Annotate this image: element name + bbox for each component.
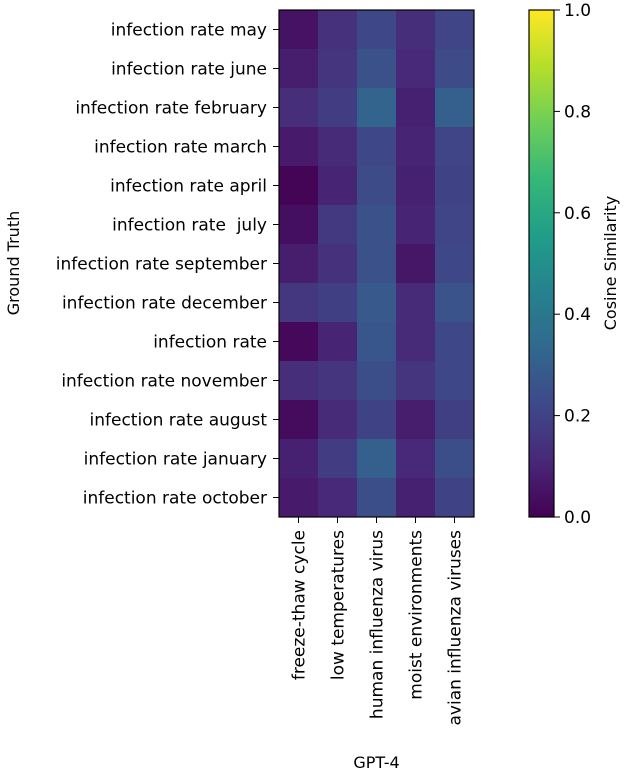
y-tick-label: infection rate june [111, 60, 267, 80]
heatmap-cell [396, 400, 436, 440]
x-tick-label: moist environments [407, 530, 427, 700]
y-tick-label: infection rate july [112, 216, 267, 236]
heatmap-cell [396, 166, 436, 206]
heatmap-cell [357, 127, 397, 167]
heatmap-cell [279, 361, 319, 401]
x-tick-labels: freeze-thaw cycle low temperatures human i… [290, 517, 466, 725]
heatmap-cell [279, 49, 319, 89]
colorbar-ticks: 0.0 0.2 0.4 0.6 0.8 1.0 [554, 1, 591, 528]
heatmap-cell [435, 49, 475, 89]
x-axis-label: GPT-4 [353, 753, 399, 772]
colorbar-tick-label: 0.6 [564, 204, 591, 224]
heatmap-cell [396, 88, 436, 128]
y-tick-label: infection rate november [61, 372, 267, 392]
heatmap-cell [279, 88, 319, 128]
heatmap-cells [279, 10, 475, 518]
colorbar-tick-label: 0.4 [564, 305, 591, 325]
heatmap-cell [318, 400, 358, 440]
heatmap-cell [279, 166, 319, 206]
heatmap-cell [396, 478, 436, 518]
y-tick-label: infection rate december [62, 294, 267, 314]
y-tick-label: infection rate august [90, 411, 268, 431]
heatmap-cell [279, 400, 319, 440]
heatmap-cell [279, 322, 319, 362]
y-tick-label: infection rate april [110, 177, 267, 197]
heatmap-cell [357, 439, 397, 479]
heatmap-cell [318, 478, 358, 518]
heatmap-cell [318, 439, 358, 479]
colorbar [528, 9, 555, 518]
colorbar-tick-label: 0.8 [564, 102, 591, 122]
heatmap-cell [435, 205, 475, 245]
heatmap-cell [396, 361, 436, 401]
heatmap-cell [357, 400, 397, 440]
heatmap-cell [435, 88, 475, 128]
heatmap-cell [396, 322, 436, 362]
y-tick-labels: infection rate may infection rate june inf… [56, 21, 279, 509]
heatmap-cell [279, 478, 319, 518]
heatmap-cell [318, 322, 358, 362]
heatmap-cell [435, 244, 475, 284]
colorbar-label: Cosine Similarity [601, 196, 620, 330]
heatmap-cell [279, 10, 319, 50]
heatmap-cell [357, 10, 397, 50]
colorbar-tick-label: 1.0 [564, 1, 591, 21]
heatmap-cell [318, 205, 358, 245]
colorbar-tick-label: 0.2 [564, 407, 591, 427]
heatmap-cell [357, 205, 397, 245]
heatmap-cell [435, 439, 475, 479]
y-tick-label: infection rate february [75, 99, 267, 119]
heatmap-cell [279, 283, 319, 323]
heatmap-cell [435, 283, 475, 323]
heatmap-cell [396, 10, 436, 50]
heatmap-cell [357, 322, 397, 362]
y-tick-label: infection rate january [84, 450, 267, 470]
heatmap-cell [396, 49, 436, 89]
y-tick-label: infection rate march [94, 138, 267, 158]
heatmap-cell [318, 283, 358, 323]
heatmap-cell [435, 322, 475, 362]
heatmap-cell [357, 88, 397, 128]
heatmap-cell [435, 361, 475, 401]
heatmap-cell [318, 244, 358, 284]
heatmap-cell [357, 478, 397, 518]
heatmap-cell [318, 88, 358, 128]
heatmap-cell [357, 283, 397, 323]
heatmap-cell [396, 127, 436, 167]
y-tick-label: infection rate september [56, 255, 267, 275]
y-axis-label: Ground Truth [4, 211, 23, 316]
heatmap-cell [318, 166, 358, 206]
heatmap-cell [279, 244, 319, 284]
heatmap-cell [318, 10, 358, 50]
heatmap-cell [318, 361, 358, 401]
heatmap-cell [357, 244, 397, 284]
heatmap-cell [357, 166, 397, 206]
x-tick-label: low temperatures [329, 530, 349, 680]
y-tick-label: infection rate may [111, 21, 267, 41]
y-tick-label: infection rate october [83, 489, 267, 509]
heatmap-cell [435, 400, 475, 440]
y-tick-label: infection rate [153, 333, 267, 353]
heatmap-cell [279, 127, 319, 167]
heatmap-cell [396, 439, 436, 479]
heatmap-cell [318, 127, 358, 167]
heatmap-cell [357, 49, 397, 89]
x-tick-label: human influenza virus [368, 530, 388, 719]
heatmap-cell [435, 478, 475, 518]
heatmap-cell [318, 49, 358, 89]
heatmap-cell [357, 361, 397, 401]
heatmap-cell [435, 10, 475, 50]
x-tick-label: freeze-thaw cycle [290, 530, 310, 680]
heatmap-cell [279, 205, 319, 245]
heatmap-cell [396, 244, 436, 284]
heatmap-cell [396, 283, 436, 323]
heatmap-cell [396, 205, 436, 245]
x-tick-label: avian influenza viruses [446, 530, 466, 726]
heatmap-cell [279, 439, 319, 479]
colorbar-tick-label: 0.0 [564, 508, 591, 528]
heatmap-cell [435, 166, 475, 206]
heatmap-cell [435, 127, 475, 167]
